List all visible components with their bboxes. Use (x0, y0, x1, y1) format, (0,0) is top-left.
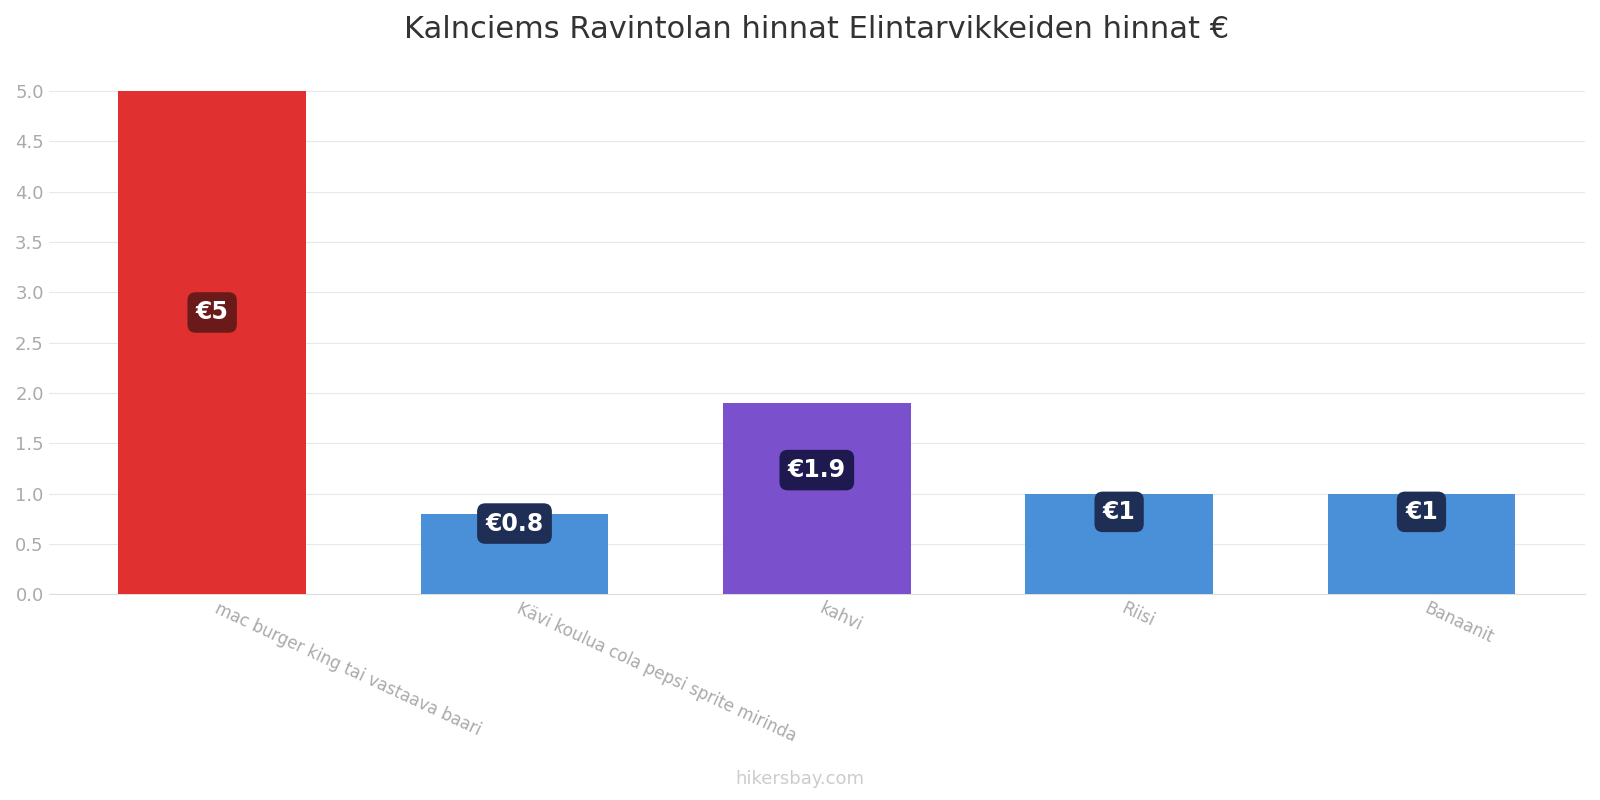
Bar (1328, 494, 1515, 594)
Text: €1: €1 (1102, 500, 1136, 524)
Text: €5: €5 (195, 301, 229, 325)
Title: Kalnciems Ravintolan hinnat Elintarvikkeiden hinnat €: Kalnciems Ravintolan hinnat Elintarvikke… (405, 15, 1229, 44)
Bar (421, 514, 608, 594)
Bar (1026, 494, 1213, 594)
Text: hikersbay.com: hikersbay.com (736, 770, 864, 788)
Text: €0.8: €0.8 (485, 511, 544, 535)
Text: €1.9: €1.9 (787, 458, 846, 482)
Bar (723, 403, 910, 594)
Bar (118, 91, 306, 594)
Text: €1: €1 (1405, 500, 1438, 524)
